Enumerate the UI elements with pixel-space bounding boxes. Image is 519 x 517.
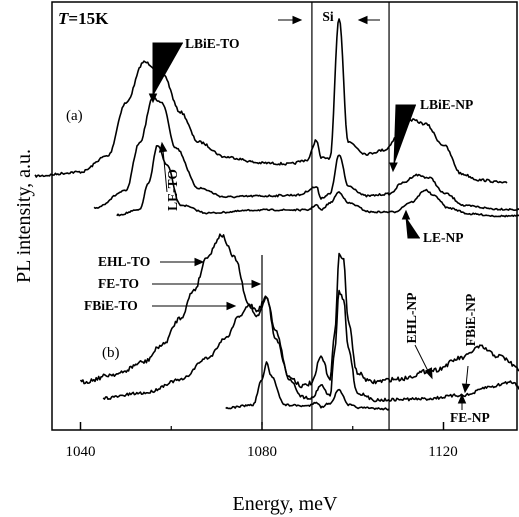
temperature-value: =15K — [68, 9, 109, 28]
arrow-le-to — [158, 141, 168, 193]
spectrum-series-b-5 — [102, 289, 519, 403]
arrow-lbie-to — [148, 42, 183, 104]
panel-label-a: (a) — [66, 108, 83, 124]
arrow-ehl-to — [160, 257, 205, 267]
temperature-label: T=15K — [58, 9, 109, 28]
spectrum-series-a-3 — [116, 145, 519, 218]
x-tick-label-1120: 1120 — [428, 444, 457, 460]
x-axis-ticks — [79, 422, 445, 430]
temperature-symbol: T — [58, 9, 69, 28]
x-tick-label-1080: 1080 — [247, 444, 277, 460]
peak-label-ehl-np: EHL-NP — [404, 292, 419, 343]
peak-label-le-to: LE-TO — [165, 169, 180, 211]
spectrum-series-a-1 — [34, 18, 508, 184]
peak-label-fe-np: FE-NP — [450, 410, 490, 425]
x-axis-title: Energy, meV — [233, 493, 339, 515]
arrow-fe-to — [152, 279, 262, 289]
peak-label-ehl-to: EHL-TO — [98, 254, 150, 269]
arrow-fe-np — [457, 393, 467, 410]
arrow-lbie-np — [389, 104, 416, 173]
arrow-fbie-to — [152, 301, 237, 311]
arrow-ehl-np — [414, 344, 433, 380]
peak-label-fbie-np: FBiE-NP — [463, 294, 478, 347]
y-axis-title: PL intensity, a.u. — [13, 149, 35, 283]
peak-label-le-np: LE-NP — [423, 230, 464, 245]
peak-label-lbie-np: LBiE-NP — [420, 97, 473, 112]
peak-label-lbie-to: LBiE-TO — [185, 36, 240, 51]
si-bracket-arrows — [278, 15, 380, 25]
spectrum-series-b-4 — [79, 233, 519, 389]
peak-label-fbie-to: FBiE-TO — [84, 298, 138, 313]
spectra-curves — [34, 18, 519, 411]
spectrum-series-a-2 — [93, 97, 519, 211]
panel-label-b: (b) — [102, 345, 120, 361]
arrow-le-np — [401, 209, 420, 239]
peak-label-si: Si — [322, 9, 334, 24]
peak-label-fe-to: FE-TO — [98, 276, 139, 291]
plot-frame — [51, 1, 518, 431]
x-tick-label-1040: 1040 — [66, 444, 96, 460]
arrow-fbie-np — [461, 365, 471, 394]
spectrum-series-b-6 — [225, 361, 390, 411]
